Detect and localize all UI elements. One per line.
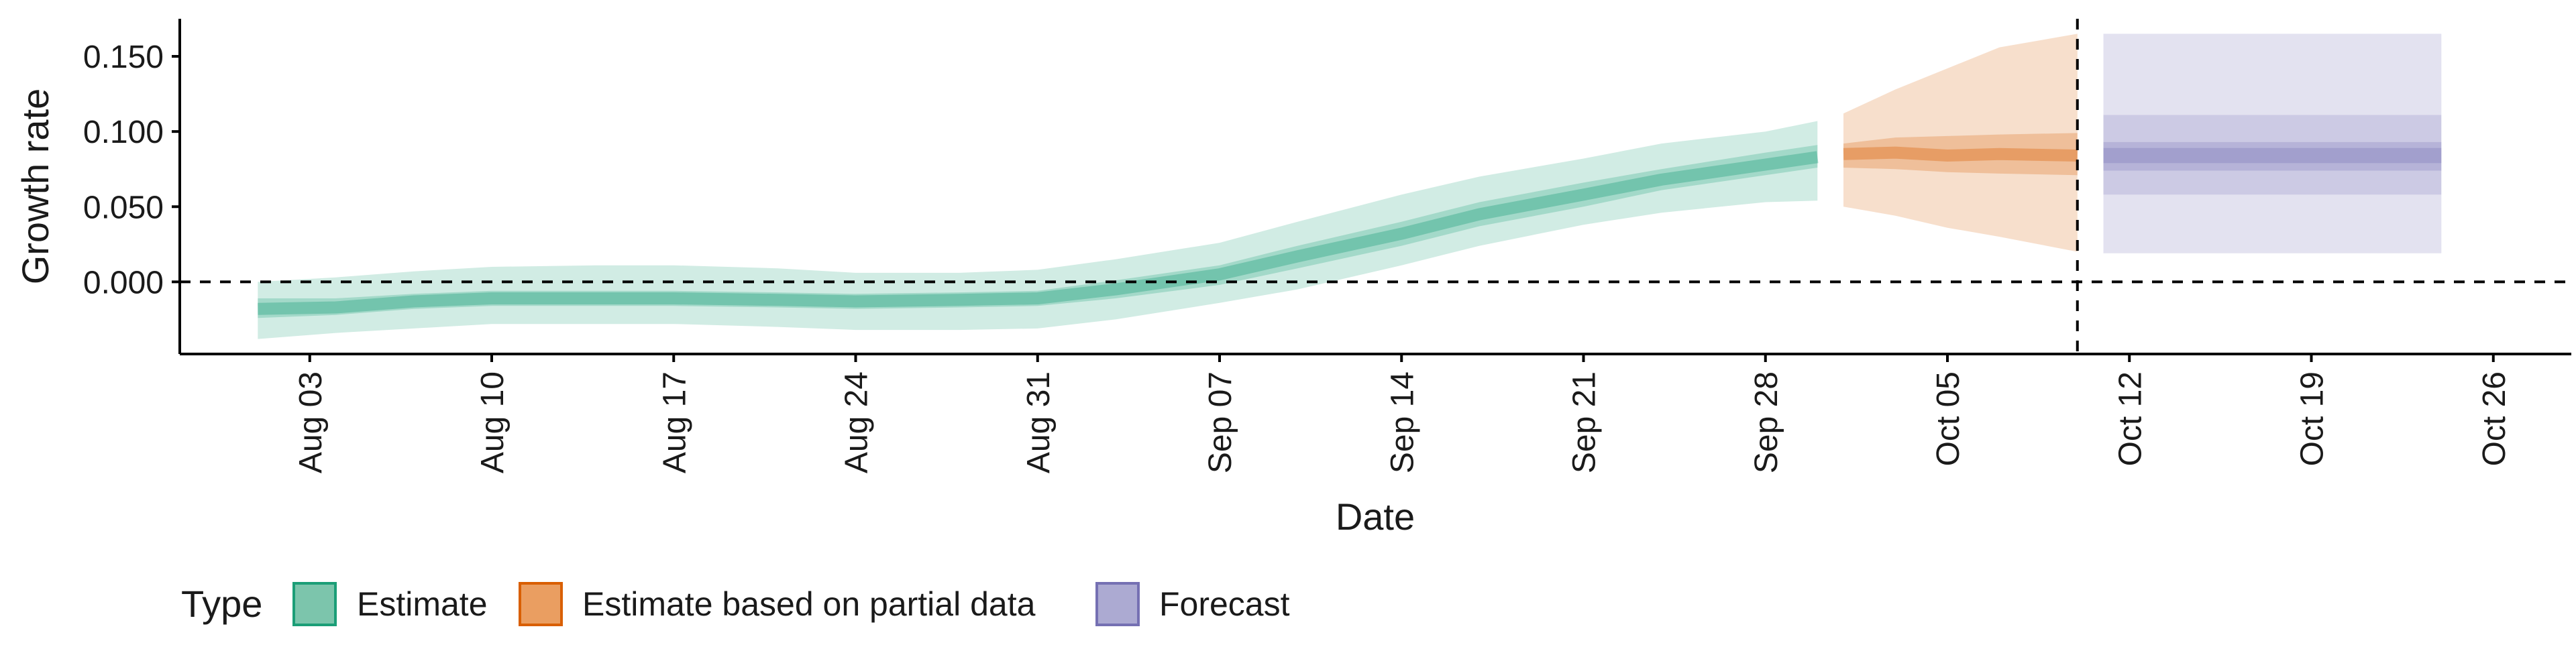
x-tick-label: Aug 03 [293, 371, 329, 473]
x-tick-label: Sep 07 [1203, 371, 1238, 473]
legend-key-estimate [292, 582, 337, 626]
x-tick-label: Aug 17 [657, 371, 692, 473]
legend: Type Estimate Estimate based on partial … [181, 582, 1290, 626]
legend-label-partial: Estimate based on partial data [582, 585, 1036, 623]
y-tick-label: 0.100 [83, 115, 164, 150]
x-tick-label: Oct 19 [2295, 371, 2330, 466]
x-tick-label: Aug 24 [839, 371, 875, 473]
estimate-based-on-partial-data-90-band [1843, 34, 2078, 252]
x-axis-title: Date [1336, 495, 1415, 538]
x-ticks: Aug 03 Aug 10 Aug 17 Aug 24 Aug 31 Sep 07 Sep … [293, 354, 2512, 473]
estimate-90-band [258, 121, 1818, 339]
x-tick-label: Aug 31 [1021, 371, 1057, 473]
x-tick-label: Sep 28 [1749, 371, 1784, 473]
forecast-median-band [2103, 148, 2442, 164]
legend-label-forecast: Forecast [1159, 585, 1290, 623]
x-tick-label: Oct 05 [1931, 371, 1966, 466]
forecast-outer-band [2103, 34, 2442, 253]
reference-lines [180, 19, 2571, 354]
legend-label-estimate: Estimate [357, 585, 488, 623]
y-ticks: 0.000 0.050 0.100 0.150 [83, 40, 180, 300]
estimate-based-on-partial-data-median-line [1843, 146, 2078, 162]
axes [178, 19, 2571, 355]
estimate-median-line [258, 151, 1819, 315]
y-axis-title: Growth rate [14, 89, 56, 285]
x-tick-label: Oct 26 [2477, 371, 2512, 466]
forecast-50-band [2103, 141, 2442, 171]
legend-key-forecast [1095, 582, 1140, 626]
forecast-90-band [2103, 115, 2442, 195]
bands-layer [258, 34, 2442, 339]
x-tick-label: Aug 10 [475, 371, 511, 473]
y-tick-label: 0.000 [83, 265, 164, 300]
y-tick-label: 0.150 [83, 40, 164, 75]
x-tick-label: Sep 21 [1567, 371, 1603, 473]
y-tick-label: 0.050 [83, 190, 164, 225]
legend-title: Type [181, 583, 262, 625]
estimate-50-band [258, 145, 1818, 318]
legend-key-partial [519, 582, 563, 626]
estimate-based-on-partial-data-50-band [1843, 133, 2078, 176]
x-tick-label: Oct 12 [2112, 371, 2148, 466]
x-tick-label: Sep 14 [1385, 371, 1420, 473]
